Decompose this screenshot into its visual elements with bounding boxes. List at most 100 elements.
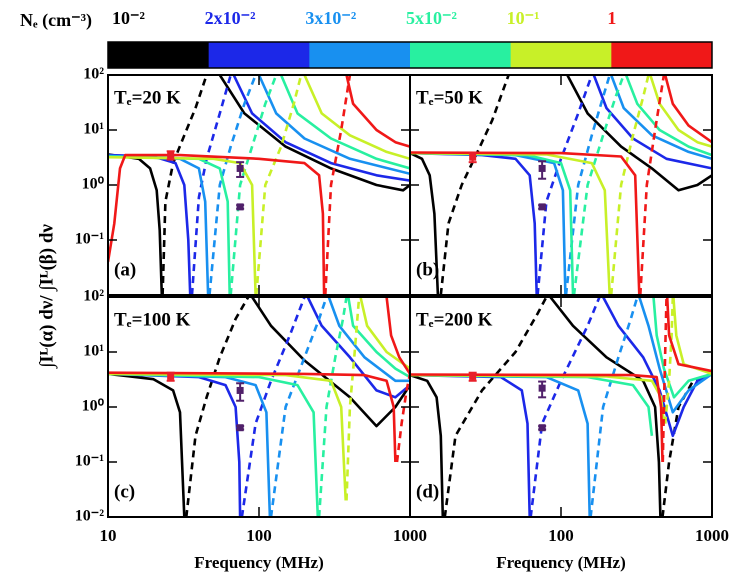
colorbar-label: 1 [607,8,616,28]
curve [443,297,548,517]
data-point [538,384,546,392]
y-tick-label: 10⁻² [75,508,104,525]
curve [639,75,666,295]
curve [185,297,250,517]
x-tick-label: 1000 [393,526,427,545]
plot-area [410,75,712,295]
curve [161,75,208,295]
colorbar-segment [108,42,210,68]
curve [229,75,278,295]
colorbar-segment [309,42,411,68]
y-axis-label: ∫Iᴸ(α) dν/ ∫Iᴸ(β) dν [36,224,58,369]
x-tick-label: 10 [100,526,117,545]
data-point [538,164,546,172]
curve [663,297,675,424]
colorbar-title: Nₑ (cm⁻³) [20,10,92,31]
curve [385,297,410,375]
y-tick-label: 10² [83,288,104,305]
plot-area [108,297,410,517]
colorbar-segment [611,42,713,68]
colorbar-segment [410,42,512,68]
colorbar-segment [510,42,612,68]
panel-annotation: Tₑ=100 K [114,309,191,330]
curve [410,373,654,436]
y-tick-label: 10⁰ [82,398,105,415]
colorbar-segment [208,42,310,68]
colorbar-label: 2x10⁻² [205,8,256,28]
curve [661,297,668,463]
curve [395,373,410,463]
curve [269,297,328,517]
curve [410,151,641,295]
curve [303,75,410,161]
curve [108,153,326,295]
curve [609,75,650,295]
curve [327,297,410,383]
curve [624,75,712,157]
x-axis-label: Frequency (MHz) [194,553,324,572]
panel-label: (c) [114,481,135,502]
curve [317,297,348,517]
curve [439,75,510,295]
curve [359,297,410,370]
curve [564,75,611,295]
data-point [236,203,244,211]
data-point [538,424,546,432]
colorbar-label: 3x10⁻² [305,8,356,28]
curve [108,371,397,463]
curve [108,372,186,517]
data-point [167,151,175,159]
colorbar-frame [107,41,713,69]
curve [572,75,625,295]
curve [410,373,664,463]
curve [345,75,410,148]
x-tick-label: 100 [246,526,272,545]
panel-annotation: Tₑ=50 K [416,87,483,108]
curve [566,75,712,192]
curve [663,75,712,144]
curve [251,297,410,428]
curve [324,75,352,295]
data-point [538,203,546,211]
x-tick-label: 1000 [695,526,729,545]
y-tick-label: 10⁻¹ [75,231,104,248]
x-tick-label: 100 [548,526,574,545]
curve [536,75,594,295]
curve [255,75,303,295]
curve [529,297,601,517]
y-tick-label: 10² [83,66,104,83]
colorbar-label: 5x10⁻² [406,8,457,28]
curve [410,151,611,295]
data-point [236,424,244,432]
curve [410,373,445,517]
curve [279,75,410,170]
panel-label: (a) [114,259,136,280]
curve [108,372,320,517]
curve [208,75,257,295]
curve [257,75,410,176]
curve [589,297,639,517]
y-tick-label: 10¹ [83,121,104,138]
curve [347,297,410,379]
curve [609,75,712,161]
panel-label: (d) [416,481,439,502]
y-tick-label: 10⁰ [82,176,105,193]
curve [218,75,410,192]
curve [549,297,662,517]
y-tick-label: 10¹ [83,343,104,360]
curve [232,75,410,182]
panel-label: (b) [416,259,439,280]
curve [410,373,666,424]
y-tick-label: 10⁻¹ [75,453,104,470]
plot-area [410,297,712,517]
curve [652,297,712,399]
curve [661,372,712,517]
data-point [236,164,244,172]
curve [345,297,361,501]
data-point [236,386,244,394]
curve [665,297,712,373]
data-point [167,372,175,380]
colorbar-label: 10⁻¹ [507,8,540,28]
colorbar-label: 10⁻² [112,8,145,28]
